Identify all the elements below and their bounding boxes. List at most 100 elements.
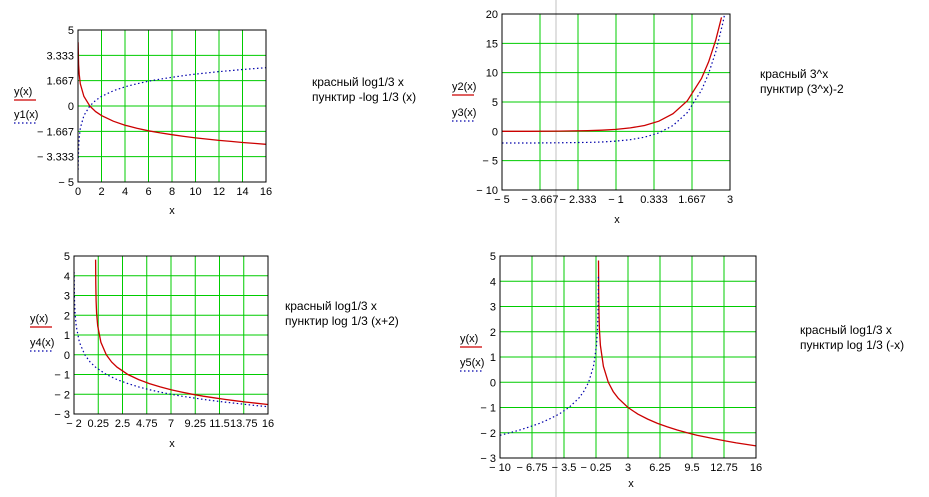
series-dotted-line [500,276,600,436]
x-tick-label: 2 [98,186,104,198]
annotation-text: красный log1/3 x [312,75,404,89]
plot-frame [501,13,731,191]
y-tick-label: − 1 [480,403,496,415]
y-tick-label: 4 [490,276,496,288]
y-tick-label: 0 [490,377,496,389]
y-tick-label: 5 [68,25,74,37]
x-tick-label: 3 [727,194,733,206]
y-tick-label: − 3 [54,409,70,421]
x-tick-label: 9.25 [185,418,206,430]
y-axis-label: y(x) [460,333,478,345]
x-tick-label: 7 [168,418,174,430]
y-axis-label: y3(x) [452,107,476,119]
x-tick-label: 2.5 [115,418,130,430]
y-tick-label: − 2 [54,389,70,401]
x-tick-label: 4.75 [136,418,157,430]
y-axis-label: y1(x) [14,109,38,121]
y-tick-label: 4 [64,271,70,283]
grid [74,256,268,414]
series-solid-line [94,259,268,406]
y-tick-label: 5 [492,97,498,109]
grid [78,30,266,182]
grid [500,256,756,458]
y-tick-label: − 5 [482,156,498,168]
x-tick-label: − 2 [66,418,82,430]
y-tick-label: 1 [490,352,496,364]
x-tick-label: 0 [75,186,81,198]
y-tick-label: 1.667 [46,76,74,88]
series-solid-line [502,17,723,132]
y-tick-label: − 2 [480,428,496,440]
x-axis-label: x [614,214,620,226]
y-tick-label: 0 [492,126,498,138]
x-tick-label: 6 [145,186,151,198]
x-tick-label: 12.75 [710,462,738,474]
x-tick-label: 3 [625,462,631,474]
x-tick-label: − 1 [608,194,624,206]
annotation-text: пунктир -log 1/3 (x) [312,90,416,104]
series-dotted-line [502,14,726,144]
y-tick-label: − 3.333 [37,152,74,164]
x-tick-label: − 3.667 [521,194,558,206]
annotation-text: пунктир (3^x)-2 [760,82,844,96]
y-tick-label: 0 [64,350,70,362]
chart-1: 0 2 4 6 8 10 12 14 16 5 3.333 1.667 0 − 1.667 − 3.333 −… [14,25,416,217]
x-tick-label: 16 [260,186,272,198]
x-axis-label: x [169,205,175,217]
x-tick-label: 6.25 [649,462,670,474]
y-axis-label: y(x) [30,313,48,325]
y-tick-label: 2 [490,327,496,339]
x-tick-label: 9.5 [684,462,699,474]
y-axis-label: y2(x) [452,81,476,93]
y-tick-label: 20 [486,9,498,21]
x-tick-label: − 0.25 [581,462,612,474]
y-tick-label: 3 [64,291,70,303]
y-axis-label: y(x) [14,86,32,98]
x-tick-label: − 5 [494,194,510,206]
x-tick-label: 4 [122,186,128,198]
y-tick-label: 3 [490,302,496,314]
x-tick-label: − 6.75 [517,462,548,474]
x-axis-label: x [169,438,175,450]
annotation-text: пунктир log 1/3 (x+2) [285,314,399,328]
plot-frame [499,255,757,459]
annotation-text: красный log1/3 x [285,299,377,313]
y-tick-label: 0 [68,101,74,113]
y-tick-label: − 5 [58,177,74,189]
plot-frame [77,29,267,183]
x-tick-label: 13.75 [230,418,258,430]
series-solid-line [597,260,756,447]
chart-4: − 1 0 − 6.75 − 3.5 − 0.25 3 6.25 9.5 12.75 16 5 4 3 2… [460,251,904,490]
x-tick-label: 12 [213,186,225,198]
annotation-text: пунктир log 1/3 (-x) [800,338,904,352]
series-dotted-line [78,67,266,170]
y-tick-label: 3.333 [46,50,74,62]
x-tick-label: 14 [236,186,248,198]
series-solid-line [78,42,266,145]
y-tick-label: 15 [486,38,498,50]
y-axis-label: y4(x) [30,337,54,349]
y-tick-label: 5 [490,251,496,263]
chart-3: − 2 0.25 2.5 4.75 7 9.25 11.5 13.75 16 5 4 3 2 1 0 − 1 −… [30,251,399,450]
y-tick-label: − 3 [480,453,496,465]
x-tick-label: 10 [189,186,201,198]
y-tick-label: − 10 [476,185,498,197]
x-tick-label: 8 [169,186,175,198]
chart-2: − 5 − 3.667− 2.333 − 1 0.333 1.667 3 20 15 10 5 0 −… [452,9,844,226]
y-tick-label: − 1 [54,370,70,382]
x-tick-label: 16 [750,462,762,474]
y-tick-label: 5 [64,251,70,263]
x-tick-label: − 2.333 [560,194,597,206]
plot-frame [73,255,269,415]
x-tick-label: 16 [262,418,274,430]
y-tick-label: 10 [486,68,498,80]
x-tick-label: 0.25 [88,418,109,430]
x-tick-label: 11.5 [209,418,230,430]
annotation-text: красный 3^x [760,67,828,81]
y-tick-label: − 1.667 [37,126,74,138]
y-tick-label: 2 [64,310,70,322]
x-tick-label: − 3.5 [552,462,577,474]
x-tick-label: 0.333 [640,194,668,206]
annotation-text: красный log1/3 x [800,323,892,337]
